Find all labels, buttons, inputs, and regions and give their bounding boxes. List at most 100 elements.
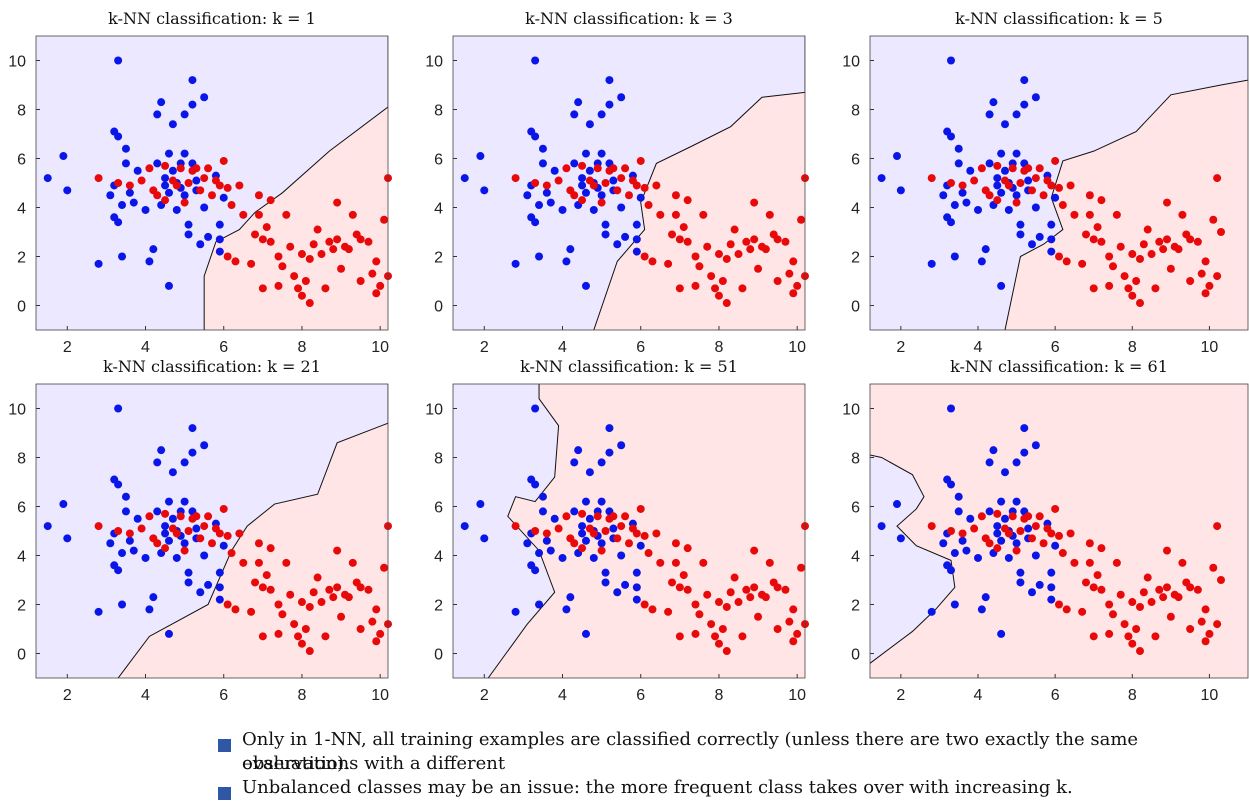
point-red [625, 539, 633, 548]
point-blue [632, 568, 641, 577]
point-red [1151, 284, 1160, 293]
point-red [337, 264, 346, 273]
point-red [554, 176, 563, 185]
point-blue [950, 600, 959, 609]
point-red [1055, 600, 1063, 609]
point-red [1213, 272, 1222, 281]
point-blue [215, 595, 224, 604]
point-red [1093, 223, 1102, 232]
point-red [746, 245, 755, 254]
point-blue [632, 247, 641, 256]
point-blue [1028, 588, 1036, 597]
point-red [1089, 632, 1098, 641]
point-blue [621, 580, 630, 589]
point-red [699, 210, 708, 219]
point-red [1128, 598, 1137, 607]
point-blue [153, 507, 162, 516]
point-red [562, 512, 571, 521]
point-red [356, 235, 365, 244]
point-red [176, 164, 185, 173]
point-red [329, 593, 338, 602]
point-blue [570, 159, 579, 168]
point-red [707, 272, 716, 281]
point-red [761, 245, 770, 254]
point-red [1205, 629, 1214, 638]
point-red [601, 179, 610, 187]
point-blue [989, 446, 998, 455]
point-red [1155, 585, 1164, 594]
x-tick-label: 2 [63, 339, 72, 356]
point-red [1163, 235, 1171, 244]
point-blue [1047, 568, 1056, 577]
point-red [356, 583, 365, 592]
y-tick-label: 4 [434, 549, 443, 566]
y-tick-label: 4 [851, 201, 860, 218]
point-red [664, 607, 673, 616]
point-blue [204, 580, 213, 589]
point-red [1097, 544, 1106, 553]
point-blue [609, 524, 618, 533]
point-red [368, 617, 377, 626]
point-red [958, 181, 967, 190]
point-blue [578, 522, 587, 531]
point-blue [161, 529, 170, 538]
point-red [200, 522, 209, 531]
point-red [1213, 620, 1222, 629]
point-red [1132, 277, 1141, 285]
point-red [1066, 529, 1075, 538]
point-red [294, 284, 303, 293]
point-blue [632, 583, 641, 592]
point-blue [581, 281, 590, 290]
y-tick-label: 6 [17, 152, 26, 169]
point-blue [531, 404, 540, 413]
point-red [773, 583, 782, 592]
point-red [765, 210, 774, 219]
y-tick-label: 0 [17, 647, 26, 664]
point-red [329, 245, 338, 254]
point-blue [168, 120, 177, 129]
x-tick-label: 6 [1051, 687, 1060, 700]
point-blue [589, 553, 598, 562]
point-red [278, 262, 287, 271]
point-red [578, 544, 587, 553]
x-tick-label: 4 [974, 687, 983, 700]
point-blue [896, 186, 905, 195]
point-red [1047, 529, 1056, 538]
point-blue [1047, 583, 1056, 592]
point-red [640, 183, 649, 192]
point-blue [570, 110, 579, 119]
x-tick-label: 2 [480, 687, 489, 700]
point-blue [581, 149, 590, 158]
point-red [337, 612, 346, 621]
point-red [511, 174, 520, 183]
point-red [1016, 179, 1025, 187]
chart-panel-k-5: 2 4 6 8 10 0 2 4 6 8 10 k-NN classification: k = 5 [842, 9, 1249, 356]
point-red [1116, 242, 1125, 251]
y-tick-label: 10 [425, 402, 443, 419]
point-red [235, 529, 244, 538]
point-red [1078, 607, 1087, 616]
point-red [793, 281, 802, 290]
point-red [1197, 617, 1206, 626]
point-red [947, 179, 955, 187]
point-blue [585, 468, 594, 477]
point-red [1012, 546, 1021, 555]
point-red [1070, 210, 1079, 219]
point-red [368, 269, 377, 278]
point-red [235, 181, 244, 190]
point-red [656, 558, 665, 567]
point-blue [215, 247, 224, 256]
point-red [554, 524, 563, 533]
x-tick-label: 10 [788, 339, 806, 356]
point-blue [562, 257, 571, 266]
point-red [1035, 512, 1044, 521]
y-tick-label: 6 [851, 152, 860, 169]
point-blue [581, 629, 590, 638]
point-red [1147, 598, 1156, 607]
point-red [750, 235, 759, 244]
point-blue [977, 605, 986, 614]
point-red [266, 237, 275, 246]
point-blue [589, 205, 598, 214]
plot-frame [869, 35, 1249, 331]
point-blue [597, 149, 606, 158]
